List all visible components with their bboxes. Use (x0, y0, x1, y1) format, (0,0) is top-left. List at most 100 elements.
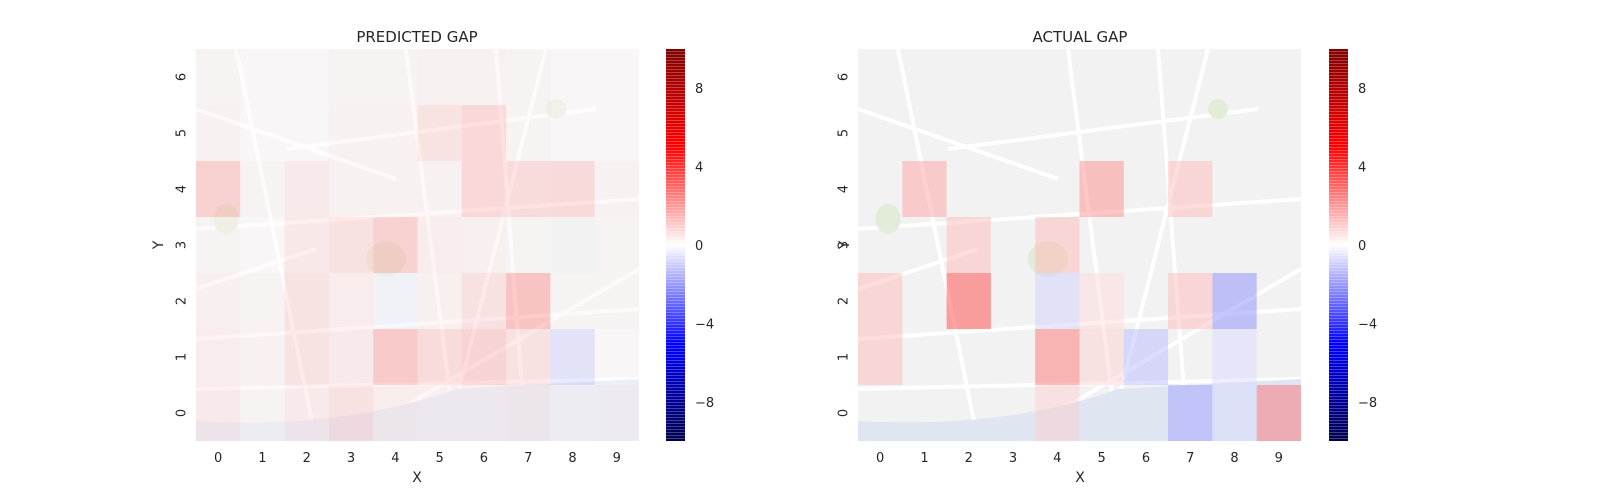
x-tick-labels: 0 1 2 3 4 5 6 7 8 9 (876, 451, 1283, 466)
map-road (404, 48, 458, 442)
y-tick-label: 0 (175, 409, 190, 417)
heatmap-cell (196, 105, 241, 161)
heatmap-cell (328, 217, 374, 273)
heatmap-cell (240, 385, 285, 441)
heatmap-cell (240, 273, 285, 329)
heatmap-cell (1035, 385, 1080, 441)
heatmap-cell (1168, 385, 1213, 441)
colorbar-tick-label: −8 (695, 396, 714, 411)
heatmap-cell (1212, 273, 1257, 329)
y-tick-label: 4 (175, 185, 190, 193)
heatmap-cell (461, 217, 507, 273)
heatmap-cell (550, 273, 595, 329)
heatmap-cell (594, 105, 639, 161)
heatmap-cell (946, 273, 991, 329)
chart-title: ACTUAL GAP (1033, 28, 1128, 46)
heatmap-cell (506, 217, 551, 273)
colorbar-tick-label: −4 (695, 317, 714, 332)
heatmap-cell (328, 161, 374, 217)
x-tick-label: 7 (524, 451, 532, 466)
y-axis-label: Y (837, 240, 853, 250)
colorbar: 8 4 0 −4 −8 (1329, 49, 1377, 441)
y-tick-label: 2 (837, 297, 852, 305)
heatmap-cell (373, 105, 418, 161)
heatmap-cell (373, 161, 418, 217)
heatmap-cell (328, 49, 374, 105)
heatmap-cell (284, 105, 329, 161)
x-tick-label: 9 (1275, 451, 1283, 466)
heatmap-cell (461, 273, 507, 329)
x-tick-label: 3 (347, 451, 355, 466)
heatmap-cell (594, 329, 639, 385)
heatmap-cell (196, 161, 241, 217)
heatmap-cell (328, 105, 374, 161)
heatmap-cell (417, 161, 462, 217)
x-tick-label: 2 (965, 451, 973, 466)
map-road (947, 107, 1259, 151)
heatmap-cell (373, 49, 418, 105)
colorbar-tick-label: 4 (1358, 161, 1366, 176)
heatmap-cell (196, 329, 241, 385)
x-tick-label: 6 (480, 451, 488, 466)
y-tick-label: 1 (837, 353, 852, 361)
heatmap-cell (506, 49, 551, 105)
colorbar: 8 4 0 −4 −8 (666, 49, 714, 441)
heatmap-cell (461, 329, 507, 385)
x-tick-labels: 0 1 2 3 4 5 6 7 8 9 (214, 451, 621, 466)
map-park (1028, 241, 1068, 277)
heatmap-cell (328, 385, 374, 441)
actual-gap-panel: ACTUAL GAP 0 1 2 3 4 5 6 7 8 9 0 1 2 3 4 5 6 X Y 8 4 0 −4 −… (837, 28, 1378, 486)
heatmap-cell (284, 217, 329, 273)
heatmap-cell (1212, 329, 1257, 385)
heatmap-cell (373, 273, 418, 329)
heatmap-cell (594, 385, 639, 441)
x-tick-label: 5 (1098, 451, 1106, 466)
map-park (366, 241, 406, 277)
colorbar-tick-labels: 8 4 0 −4 −8 (1358, 82, 1377, 411)
y-tick-label: 6 (837, 73, 852, 81)
heatmap-cell (550, 105, 595, 161)
heatmap-cell (196, 273, 241, 329)
x-tick-label: 0 (214, 451, 222, 466)
heatmap-cell (594, 273, 639, 329)
heatmap-cell (373, 385, 418, 441)
heatmap-cell (284, 329, 329, 385)
heatmap-cell (594, 217, 639, 273)
heatmap-cell (240, 161, 285, 217)
map-road (195, 107, 397, 181)
heatmap-cells (196, 49, 639, 441)
heatmap-cell (240, 49, 285, 105)
colorbar-tick-label: 0 (1358, 239, 1366, 254)
heatmap-cell (1079, 161, 1124, 217)
colorbar-stripes (1329, 49, 1348, 441)
map-road (1106, 48, 1210, 442)
heatmap-cell (858, 273, 903, 329)
x-tick-label: 1 (258, 451, 266, 466)
map-background (857, 48, 1303, 443)
heatmap-cell (240, 105, 285, 161)
x-axis-label: X (412, 470, 422, 486)
heatmap-cell (1079, 329, 1124, 385)
map-park (213, 204, 239, 234)
map-park (875, 204, 901, 234)
heatmap-cell (1168, 161, 1213, 217)
map-road (195, 377, 640, 391)
x-tick-label: 9 (613, 451, 621, 466)
heatmap-cell (1123, 329, 1169, 385)
y-tick-label: 1 (175, 353, 190, 361)
x-tick-label: 6 (1142, 451, 1150, 466)
heatmap-cell (417, 49, 462, 105)
y-tick-label: 3 (837, 241, 852, 249)
heatmap-cell (550, 329, 595, 385)
colorbar-tick-label: 0 (695, 239, 703, 254)
x-tick-label: 4 (391, 451, 399, 466)
colorbar-tick-label: −8 (1358, 396, 1377, 411)
map-river (858, 379, 1301, 441)
map-river (196, 379, 639, 441)
map-road (1156, 48, 1190, 442)
y-tick-label: 0 (837, 409, 852, 417)
heatmap-cell (461, 49, 507, 105)
heatmap-cell (328, 329, 374, 385)
